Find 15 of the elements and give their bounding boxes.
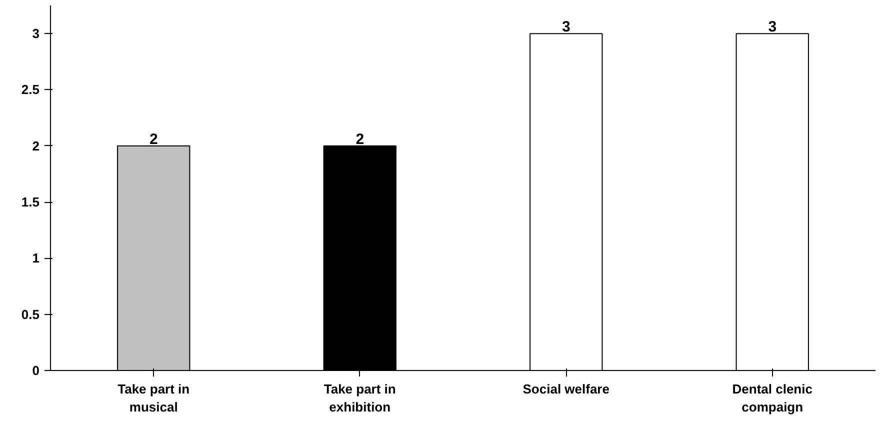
data-label: 3 xyxy=(768,18,777,36)
x-tick-label: Take part in musical xyxy=(118,382,190,414)
y-tick-label: 2 xyxy=(32,138,40,154)
x-tick-label: Dental clenic compaign xyxy=(732,382,812,414)
y-tick-label: 0.5 xyxy=(21,306,40,322)
data-label: 2 xyxy=(149,130,158,148)
data-label: 3 xyxy=(562,18,570,36)
y-tick-label: 0 xyxy=(32,363,40,378)
data-label: 2 xyxy=(356,130,364,148)
y-tick-label: 1 xyxy=(32,250,40,266)
x-tick-label: Social welfare xyxy=(522,382,610,396)
y-tick-label: 2.5 xyxy=(21,82,40,98)
x-tick-label: Take part in exhibition xyxy=(324,382,396,414)
y-tick-label: 1.5 xyxy=(21,194,40,210)
y-tick-label: 3 xyxy=(32,26,40,42)
